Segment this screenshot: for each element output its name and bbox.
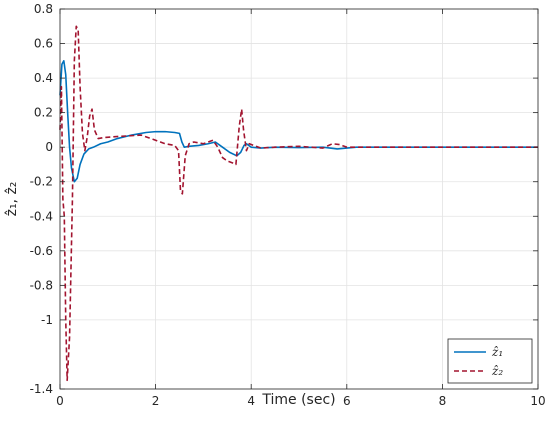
x-tick-label: 0 (56, 394, 64, 408)
y-tick-label: -0.6 (30, 244, 53, 258)
y-axis-label: ẑ₁, ẑ₂ (4, 182, 20, 217)
x-axis: 0 2 4 6 8 10 (56, 9, 546, 408)
x-tick-label: 10 (530, 394, 545, 408)
y-tick-label: 0.6 (34, 37, 53, 51)
plot-frame (59, 8, 539, 390)
x-tick-label: 2 (152, 394, 160, 408)
legend-label-z1: ẑ₁ (491, 345, 503, 359)
series-line-z2 (59, 25, 538, 382)
y-tick-label: 0.8 (34, 2, 53, 16)
x-tick-label: 4 (247, 394, 255, 408)
series-layer (59, 25, 538, 382)
y-axis: 0.8 0.6 0.4 0.2 0 -0.2 -0.4 -0.6 -0.8 -1 -1.4 (30, 2, 538, 396)
y-tick-label: 0.2 (34, 106, 53, 120)
y-tick-label: 0 (45, 140, 53, 154)
y-tick-label: -0.8 (30, 278, 53, 292)
legend-label-z2: ẑ₂ (491, 364, 503, 378)
legend-box (447, 338, 533, 384)
x-tick-label: 8 (439, 394, 447, 408)
y-tick-label: -1.4 (30, 382, 53, 396)
y-tick-label: -0.2 (30, 175, 53, 189)
y-tick-label: 0.4 (34, 71, 53, 85)
plot-area (60, 9, 538, 389)
series-line-z1 (59, 60, 538, 183)
legend: ẑ₁ ẑ₂ (447, 338, 533, 384)
x-tick-label: 6 (343, 394, 351, 408)
x-axis-label: Time (sec) (261, 392, 335, 408)
y-tick-label: -0.4 (30, 209, 53, 223)
y-tick-label: -1 (41, 313, 53, 327)
